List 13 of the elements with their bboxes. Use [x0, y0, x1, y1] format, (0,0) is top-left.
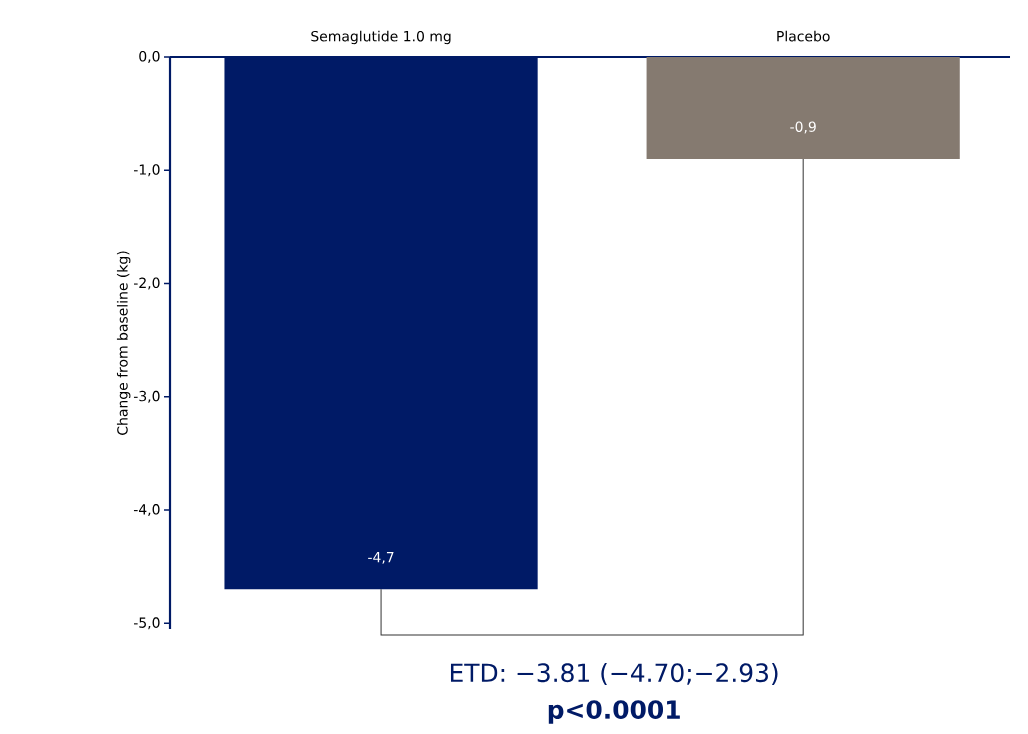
y-tick-label: -5,0: [133, 617, 160, 630]
data-label: -4,7: [368, 552, 394, 564]
y-tick-label: -3,0: [133, 390, 160, 403]
y-axis-title: Change from baseline (kg): [116, 251, 131, 435]
text: p<0.0001: [548, 700, 680, 724]
data-label: -0,9: [790, 121, 816, 134]
x-tick-label: Semaglutide 1.0 mg: [311, 30, 451, 45]
y-tick-label: 0,0: [139, 50, 160, 63]
y-tick-label: -1,0: [133, 164, 160, 177]
x-tick-label: Placebo: [777, 30, 830, 42]
y-tick-label: -2,0: [133, 277, 160, 290]
text: ETD: −3.81 (−4.70;−2.93): [450, 662, 778, 686]
y-tick-label: -4,0: [133, 504, 160, 517]
